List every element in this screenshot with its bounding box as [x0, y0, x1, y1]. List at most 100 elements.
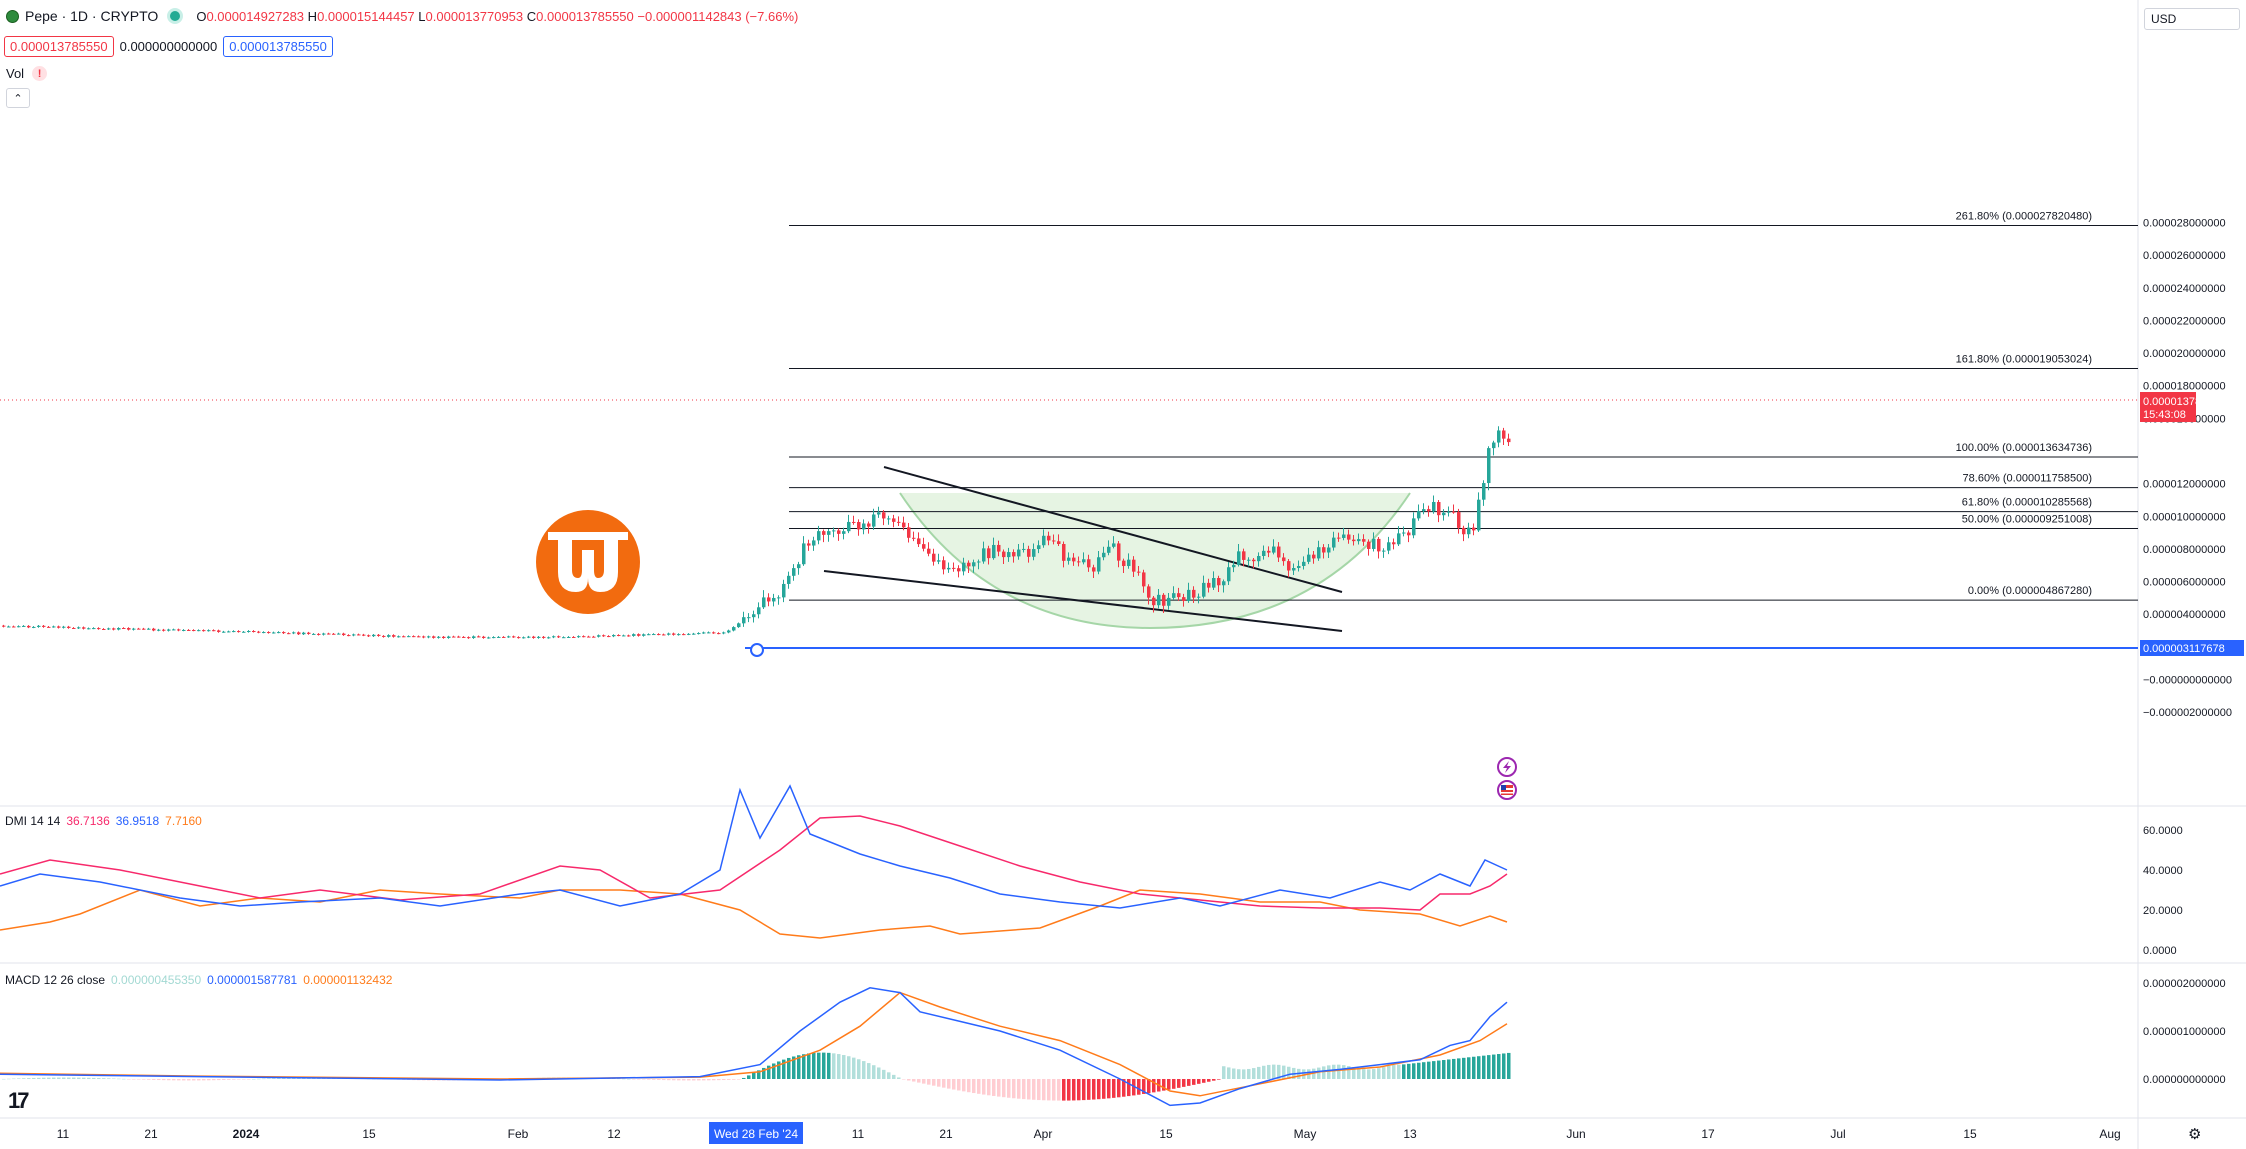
- sell-button[interactable]: 0.000013785550: [4, 36, 114, 57]
- macd-histogram-bar: [1102, 1079, 1106, 1099]
- candle-up: [322, 633, 326, 635]
- macd-pane[interactable]: 0.000002000000 0.000001000000 0.0000000000…: [0, 978, 2226, 1107]
- lightning-event-icon[interactable]: [1497, 757, 1517, 777]
- macd-histogram-bar: [1022, 1079, 1026, 1100]
- candle-up: [677, 634, 681, 636]
- symbol-title[interactable]: Pepe · 1D · CRYPTO: [25, 8, 159, 24]
- warning-icon[interactable]: !: [32, 66, 48, 81]
- macd-histogram-bar: [1117, 1079, 1121, 1098]
- candlestick-series[interactable]: [2, 426, 1511, 639]
- dmi-legend[interactable]: DMI 14 14 36.7136 36.9518 7.7160: [5, 814, 202, 828]
- candle-down: [257, 631, 261, 633]
- macd-histogram-bar: [1017, 1079, 1021, 1099]
- fibonacci-retracement[interactable]: 261.80% (0.000027820480) 161.80% (0.00001…: [789, 210, 2138, 601]
- macd-histogram-bar: [237, 1079, 241, 1080]
- candle-up: [937, 560, 941, 562]
- price-axis-label: 0.000024000000: [2143, 283, 2226, 295]
- candle-up: [1292, 568, 1296, 571]
- price-axis-label: 0.000006000000: [2143, 577, 2226, 589]
- candle-up: [497, 636, 501, 638]
- macd-histogram-bar: [2, 1078, 6, 1080]
- time-axis-label: 12: [607, 1127, 621, 1141]
- candle-down: [1162, 594, 1166, 606]
- macd-histogram-bar: [1182, 1079, 1186, 1087]
- wedge-lower-trendline[interactable]: [823, 570, 1343, 632]
- macd-histogram-bar: [682, 1079, 686, 1081]
- candle-up: [1477, 499, 1481, 531]
- macd-histogram-bar: [792, 1056, 796, 1079]
- candle-down: [1337, 537, 1341, 539]
- macd-histogram-bar: [112, 1078, 116, 1080]
- settings-icon[interactable]: ⚙: [2188, 1126, 2202, 1143]
- dmi-minus-value: 36.9518: [115, 814, 160, 828]
- macd-legend[interactable]: MACD 12 26 close 0.000000455350 0.000001…: [5, 973, 392, 987]
- volume-legend[interactable]: Vol !: [6, 66, 48, 81]
- candle-up: [877, 512, 881, 515]
- candle-up: [842, 531, 846, 534]
- macd-histogram-bar: [662, 1079, 666, 1081]
- candle-down: [892, 518, 896, 522]
- dmi-pane[interactable]: 60.0000 40.0000 20.0000 0.0000: [0, 784, 2183, 957]
- candle-down: [682, 634, 686, 636]
- symbol-legend[interactable]: Pepe · 1D · CRYPTO O0.000014927283 H0.00…: [6, 8, 798, 24]
- support-price-tag[interactable]: 0.000003117678: [2140, 640, 2244, 656]
- cup-fill[interactable]: [900, 493, 1410, 628]
- wedge-upper-trendline[interactable]: [883, 466, 1343, 593]
- candle-up: [427, 636, 431, 638]
- candle-down: [1182, 597, 1186, 601]
- candle-up: [982, 548, 986, 562]
- market-status-icon[interactable]: [170, 11, 181, 21]
- candle-down: [137, 628, 141, 630]
- candle-down: [852, 521, 856, 523]
- tradingview-logo-icon[interactable]: 17: [8, 1088, 30, 1113]
- macd-histogram-bar: [932, 1079, 936, 1086]
- macd-histogram-bar: [992, 1079, 996, 1096]
- fib-level-label: 0.00% (0.000004867280): [1968, 585, 2092, 597]
- collapse-legend-button[interactable]: ⌃: [6, 88, 30, 108]
- candle-down: [1122, 560, 1126, 567]
- buy-button[interactable]: 0.000013785550: [223, 36, 333, 57]
- macd-histogram-bar: [212, 1079, 216, 1081]
- fib-level-label: 50.00% (0.000009251008): [1962, 514, 2092, 526]
- candle-down: [917, 538, 921, 545]
- price-axis-label: 0.000020000000: [2143, 348, 2226, 360]
- candle-up: [872, 514, 876, 527]
- macd-histogram-bar: [862, 1061, 866, 1079]
- chevron-up-icon: ⌃: [13, 92, 23, 105]
- macd-histogram-bar: [1237, 1069, 1241, 1079]
- price-axis-label: 0.000010000000: [2143, 511, 2226, 523]
- macd-histogram-bar: [197, 1079, 201, 1081]
- macd-histogram-bar: [227, 1079, 231, 1080]
- time-axis[interactable]: 11 21 2024 15 Feb 12 Wed 28 Feb '24 11 21 Apr 15 Ma…: [57, 1122, 2121, 1144]
- candle-down: [997, 544, 1001, 552]
- low-value: 0.000013770953: [425, 8, 524, 24]
- macd-histogram-bar: [687, 1079, 691, 1081]
- candle-up: [277, 632, 281, 634]
- macd-histogram-bar: [202, 1079, 206, 1081]
- macd-histogram-bar: [122, 1078, 126, 1080]
- last-price-tag[interactable]: 0.000013785550 15:43:08: [2140, 392, 2226, 422]
- macd-histogram-bar: [817, 1052, 821, 1079]
- spread-value: 0.000000000000: [119, 39, 218, 54]
- candle-up: [947, 567, 951, 570]
- candle-up: [407, 636, 411, 638]
- candle-down: [1207, 582, 1211, 588]
- candle-up: [487, 637, 491, 639]
- candle-down: [1242, 551, 1246, 560]
- alert-marker-icon[interactable]: [750, 643, 764, 657]
- us-flag-event-icon[interactable]: [1497, 780, 1517, 800]
- macd-histogram-bar: [192, 1079, 196, 1081]
- candle-up: [1432, 501, 1436, 512]
- candle-up: [732, 627, 736, 631]
- candle-down: [857, 522, 861, 530]
- candle-down: [1392, 542, 1396, 545]
- currency-select[interactable]: USD: [2144, 8, 2240, 30]
- time-axis-label: 21: [939, 1127, 953, 1141]
- candle-up: [292, 632, 296, 634]
- trade-buttons: 0.000013785550 0.000000000000 0.00001378…: [4, 36, 333, 57]
- candle-down: [82, 627, 86, 629]
- candle-down: [212, 630, 216, 632]
- candle-down: [717, 633, 721, 635]
- macd-histogram-bar: [622, 1078, 626, 1080]
